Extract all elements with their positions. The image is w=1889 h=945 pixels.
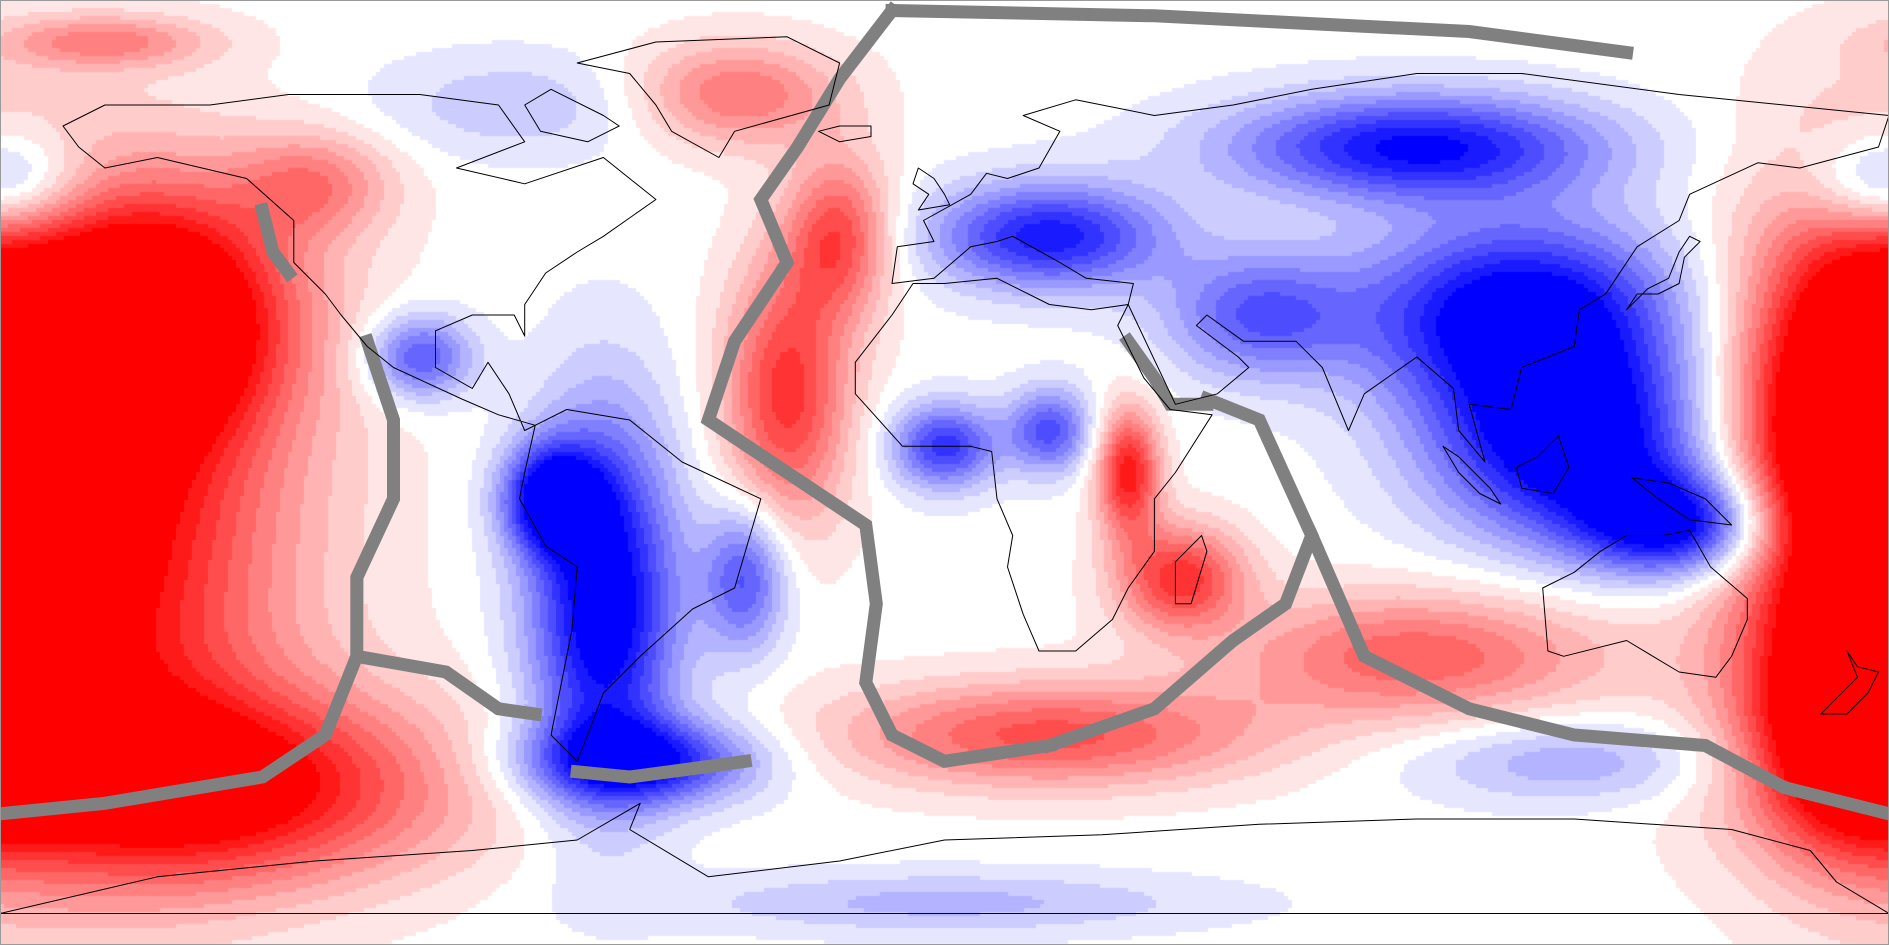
coastline-baffin-island (524, 88, 620, 143)
coastline-new-zealand (1820, 650, 1879, 715)
masked-region-red-sea (1119, 332, 1214, 411)
masked-region-chile-rise (349, 648, 543, 722)
coastline-borneo (1515, 435, 1570, 494)
coastline-madagascar (1174, 535, 1208, 605)
masked-regions-layer (0, 1, 1889, 821)
coastline-africa-eurasia (854, 277, 1213, 652)
coastline-australia (1542, 529, 1748, 678)
coastline-great-britain (912, 167, 951, 211)
coastline-north-america (62, 94, 657, 431)
masked-region-gakkel-ridge (885, 3, 1634, 60)
coastline-antarctica (0, 802, 1889, 914)
coastline-japan (1626, 235, 1701, 311)
masked-region-southeast-indian-ridge (1303, 526, 1889, 821)
coastline-eurasia (891, 73, 1889, 463)
coastline-new-guinea (1631, 477, 1733, 526)
coastline-iceland (818, 125, 872, 143)
coastline-sumatra (1442, 445, 1502, 505)
coastline-greenland (576, 36, 841, 158)
masked-region-east-pacific-rise (0, 333, 400, 821)
masked-region-mid-atlantic-ridge (700, 1, 1057, 769)
coastline-south-america (519, 409, 762, 762)
coastlines-layer (0, 36, 1889, 914)
masked-region-scotia-arc (570, 753, 753, 784)
masked-region-southwest-indian-ridge (1041, 390, 1319, 754)
masked-region-cascadia (254, 202, 298, 283)
